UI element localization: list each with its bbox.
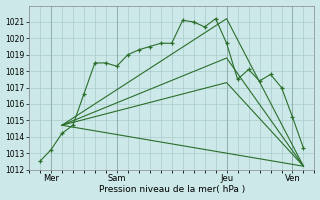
X-axis label: Pression niveau de la mer( hPa ): Pression niveau de la mer( hPa ) bbox=[99, 185, 245, 194]
